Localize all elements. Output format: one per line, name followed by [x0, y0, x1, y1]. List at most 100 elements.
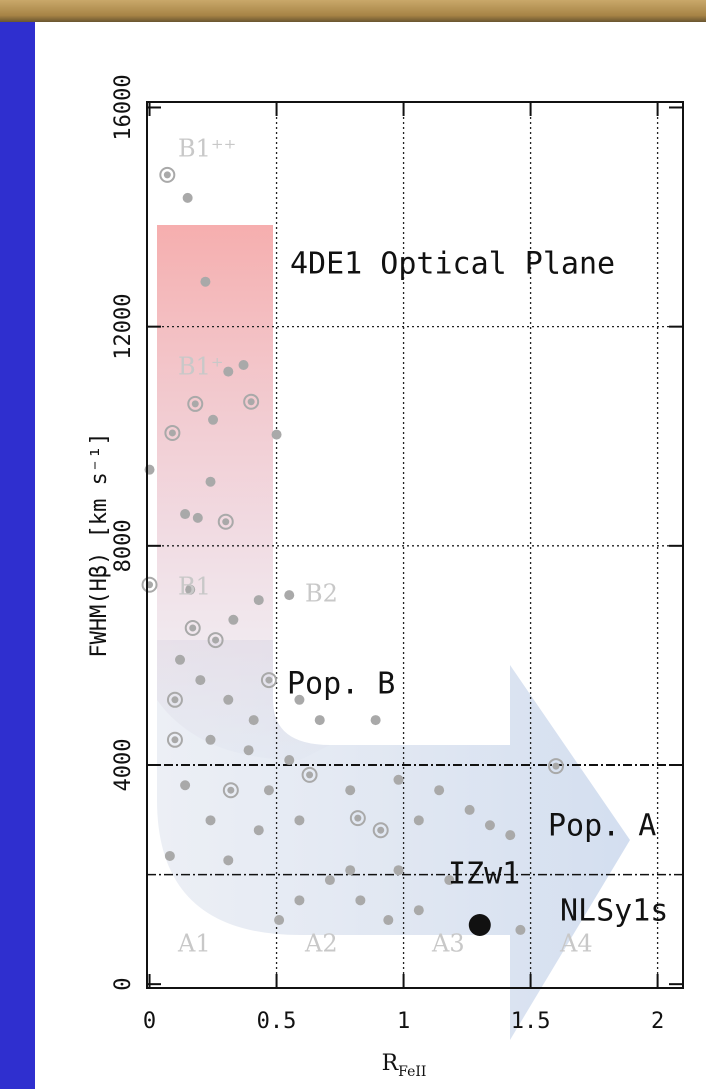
ring-outer — [164, 424, 181, 441]
side-strip — [0, 22, 35, 1089]
ring-inner — [377, 826, 385, 834]
point — [164, 850, 175, 861]
point — [180, 509, 191, 520]
point-ring — [187, 395, 204, 412]
point — [200, 276, 211, 287]
region-label: A3 — [431, 930, 465, 958]
region-label: B1⁺⁺ — [178, 135, 236, 163]
point — [253, 595, 264, 606]
point-ring — [547, 758, 564, 775]
ring-inner — [222, 518, 230, 526]
point-ring — [243, 393, 260, 410]
point — [383, 915, 394, 926]
region-label: B1 — [178, 573, 211, 601]
point — [413, 815, 424, 826]
region-label: A2 — [304, 930, 338, 958]
region-label: A1 — [177, 930, 211, 958]
ring-outer — [184, 620, 201, 637]
point-ring — [166, 691, 183, 708]
point — [505, 830, 516, 841]
x-label-main: R — [382, 1051, 400, 1076]
point-ring — [141, 576, 158, 593]
point — [205, 815, 216, 826]
ring-inner — [306, 771, 314, 779]
ring-inner — [354, 814, 362, 822]
point-ring — [301, 766, 318, 783]
ring-inner — [212, 636, 220, 644]
header-strip — [0, 0, 706, 22]
ring-inner — [171, 696, 179, 704]
point — [192, 512, 203, 523]
region-label: A4 — [559, 930, 593, 958]
ring-inner — [171, 736, 179, 744]
point — [464, 804, 475, 815]
point — [185, 584, 196, 595]
point — [205, 476, 216, 487]
ring-outer — [243, 393, 260, 410]
point — [345, 785, 356, 796]
point — [355, 895, 366, 906]
ring-outer — [349, 810, 366, 827]
y-tick-label: 8000 — [111, 519, 136, 572]
ring-outer — [222, 782, 239, 799]
point — [345, 865, 356, 876]
point — [228, 614, 239, 625]
ring-outer — [166, 731, 183, 748]
point — [253, 825, 264, 836]
highlight-point — [468, 913, 491, 936]
point-ring — [222, 782, 239, 799]
ring-outer — [159, 166, 176, 183]
ring-outer — [260, 672, 277, 689]
point — [223, 694, 234, 705]
point — [180, 780, 191, 791]
point — [263, 785, 274, 796]
ring-inner — [265, 676, 273, 684]
region-label: B2 — [305, 580, 338, 608]
point — [444, 875, 455, 886]
ring-inner — [227, 786, 235, 794]
ring-outer — [547, 758, 564, 775]
annotation: NLSy1s — [560, 894, 668, 929]
y-axis-label: FWHM(Hβ) [km s⁻¹] — [87, 432, 112, 657]
point — [393, 774, 404, 785]
ring-outer — [141, 576, 158, 593]
point — [182, 192, 193, 203]
point-ring — [164, 424, 181, 441]
annotation: Pop. B — [287, 667, 395, 702]
point — [284, 755, 295, 766]
y-tick-label: 16000 — [111, 74, 136, 140]
y-tick-label: 4000 — [111, 739, 136, 792]
point — [314, 715, 325, 726]
point — [274, 915, 285, 926]
point — [284, 590, 295, 601]
y-tick-label: 12000 — [111, 294, 136, 360]
point-ring — [207, 632, 224, 649]
ring-outer — [207, 632, 224, 649]
point — [434, 785, 445, 796]
annotation: Pop. A — [548, 809, 656, 844]
point-ring — [260, 672, 277, 689]
ring-inner — [163, 171, 171, 179]
point — [324, 875, 335, 886]
point-ring — [372, 822, 389, 839]
x-label-sub: FeII — [398, 1064, 426, 1080]
x-tick-label: 1 — [397, 1009, 410, 1034]
ring-outer — [217, 513, 234, 530]
point-ring — [184, 620, 201, 637]
ring-inner — [168, 429, 176, 437]
point — [271, 429, 282, 440]
ring-inner — [189, 624, 197, 632]
point — [238, 360, 249, 371]
ring-outer — [301, 766, 318, 783]
point — [248, 715, 259, 726]
ring-inner — [552, 762, 560, 770]
point — [413, 905, 424, 916]
point — [223, 366, 234, 377]
x-tick-label: 0.5 — [257, 1009, 297, 1034]
point — [175, 654, 186, 665]
x-tick-label: 0 — [143, 1009, 156, 1034]
point — [223, 855, 234, 866]
point — [294, 895, 305, 906]
